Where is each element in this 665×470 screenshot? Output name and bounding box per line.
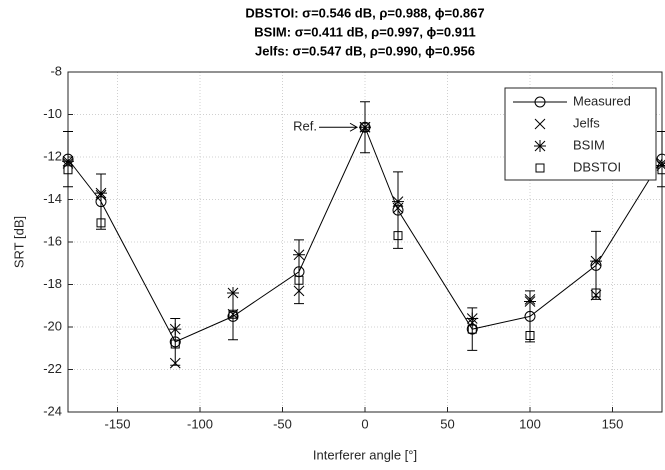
marker: [466, 312, 479, 325]
marker: [227, 308, 239, 320]
marker: [524, 295, 536, 308]
y-tick-label: -16: [43, 233, 62, 248]
annotation-arrow: [319, 122, 359, 132]
axes-box: [67, 71, 663, 413]
marker: [360, 122, 370, 132]
y-tick-label: -18: [43, 276, 62, 291]
error-bar: [96, 173, 106, 230]
annotation: Ref.: [293, 119, 317, 134]
legend-marker: [534, 96, 546, 108]
x-tick-label: -150: [104, 416, 130, 431]
y-axis-label: SRT [dB]: [11, 216, 26, 268]
title-line: DBSTOI: σ=0.546 dB, ρ=0.988, ϕ=0.867: [245, 5, 484, 20]
marker: [170, 339, 180, 349]
marker: [590, 289, 602, 301]
marker: [657, 165, 665, 175]
y-tick-label: -8: [50, 63, 62, 78]
x-tick-label: 150: [602, 416, 624, 431]
title-line: Jelfs: σ=0.547 dB, ρ=0.990, ϕ=0.956: [255, 43, 475, 58]
title-line: BSIM: σ=0.411 dB, ρ=0.997, ϕ=0.911: [254, 24, 475, 39]
y-tick-label: -10: [43, 106, 62, 121]
y-tick-label: -20: [43, 318, 62, 333]
legend-label: BSIM: [573, 137, 605, 152]
marker: [294, 275, 304, 285]
x-tick-label: 50: [440, 416, 454, 431]
legend-label: Jelfs: [573, 115, 600, 130]
marker: [293, 285, 305, 297]
marker: [467, 324, 477, 334]
marker: [169, 357, 181, 369]
y-tick-label: -12: [43, 148, 62, 163]
marker: [525, 331, 535, 340]
legend-marker: [535, 163, 545, 173]
marker: [228, 309, 238, 319]
marker: [63, 165, 73, 175]
y-tick-label: -24: [43, 403, 62, 418]
y-tick-label: -14: [43, 191, 62, 206]
legend-marker: [534, 140, 546, 152]
marker: [393, 231, 403, 241]
marker: [591, 288, 601, 298]
marker: [524, 310, 536, 322]
marker: [359, 121, 371, 134]
marker: [169, 336, 181, 348]
marker: [169, 323, 182, 336]
legend-label: Measured: [573, 93, 631, 108]
marker: [227, 310, 239, 322]
x-tick-label: 100: [519, 416, 541, 431]
x-axis-label: Interferer angle [°]: [313, 447, 417, 462]
legend-label: DBSTOI: [573, 159, 621, 174]
legend-box: [504, 87, 657, 181]
marker: [293, 248, 305, 261]
marker: [392, 195, 404, 208]
x-tick-label: 0: [361, 416, 368, 431]
error-bar: [393, 171, 403, 249]
x-tick-label: -100: [187, 416, 213, 431]
marker: [95, 187, 107, 200]
legend-marker: [534, 118, 546, 130]
marker: [96, 218, 106, 228]
marker: [62, 155, 74, 168]
x-tick-label: -50: [273, 416, 292, 431]
y-tick-label: -22: [43, 361, 62, 376]
marker: [227, 287, 239, 299]
error-bar: [657, 131, 665, 188]
marker: [590, 255, 602, 268]
